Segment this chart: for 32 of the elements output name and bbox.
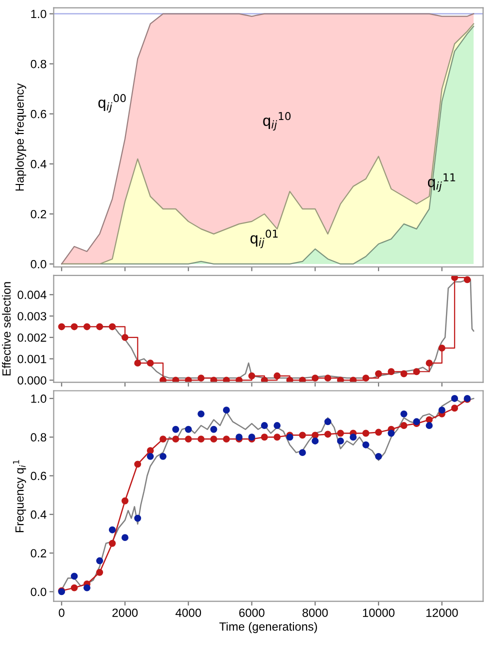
y-tick-label: 0.2 (30, 549, 46, 558)
y-axis-title: Frequency q$_{i}$$^{1}$ (13, 460, 26, 532)
y-axis-title: Haplotype frequency (15, 83, 26, 191)
x-tick-label: 2000 (112, 608, 138, 617)
y-tick-label: 0.0 (30, 260, 46, 268)
y-tick-label: 0.001 (18, 354, 46, 364)
y-tick-label: 0.003 (18, 312, 46, 320)
y-tick-label: 0.8 (30, 60, 46, 68)
series-label: q$_{ij}$$^{11}$ (428, 173, 456, 192)
x-tick-label: 8000 (302, 608, 328, 617)
y-tick-label: 0.2 (30, 210, 46, 218)
y-tick-label: 1.0 (31, 394, 46, 403)
y-tick-label: 0.4 (30, 160, 46, 168)
y-tick-label: 0.000 (18, 376, 46, 385)
y-axis-title: Effective selection (2, 282, 11, 376)
x-tick-label: 6000 (239, 608, 264, 617)
y-tick-label: 0.6 (30, 472, 46, 480)
x-tick-label: 4000 (176, 608, 202, 617)
y-tick-label: 0.002 (18, 333, 46, 342)
y-tick-label: 0.004 (18, 290, 46, 300)
y-tick-label: 0.4 (30, 510, 46, 519)
y-tick-label: 0.6 (30, 110, 46, 118)
x-tick-label: 10000 (363, 608, 394, 617)
x-tick-label: 12000 (426, 608, 458, 617)
x-axis-title: Time (generations) (219, 622, 317, 634)
series-label: q$_{ij}$$^{10}$ (263, 112, 291, 131)
y-tick-label: 0.8 (30, 433, 46, 442)
series-label: q$_{ij}$$^{01}$ (250, 230, 278, 248)
x-tick-label: 0 (58, 608, 64, 617)
y-tick-label: 1.0 (31, 10, 46, 18)
annotation: q$_{ij}$$^{00}$ (98, 94, 126, 113)
y-tick-label: 0.0 (30, 588, 46, 596)
